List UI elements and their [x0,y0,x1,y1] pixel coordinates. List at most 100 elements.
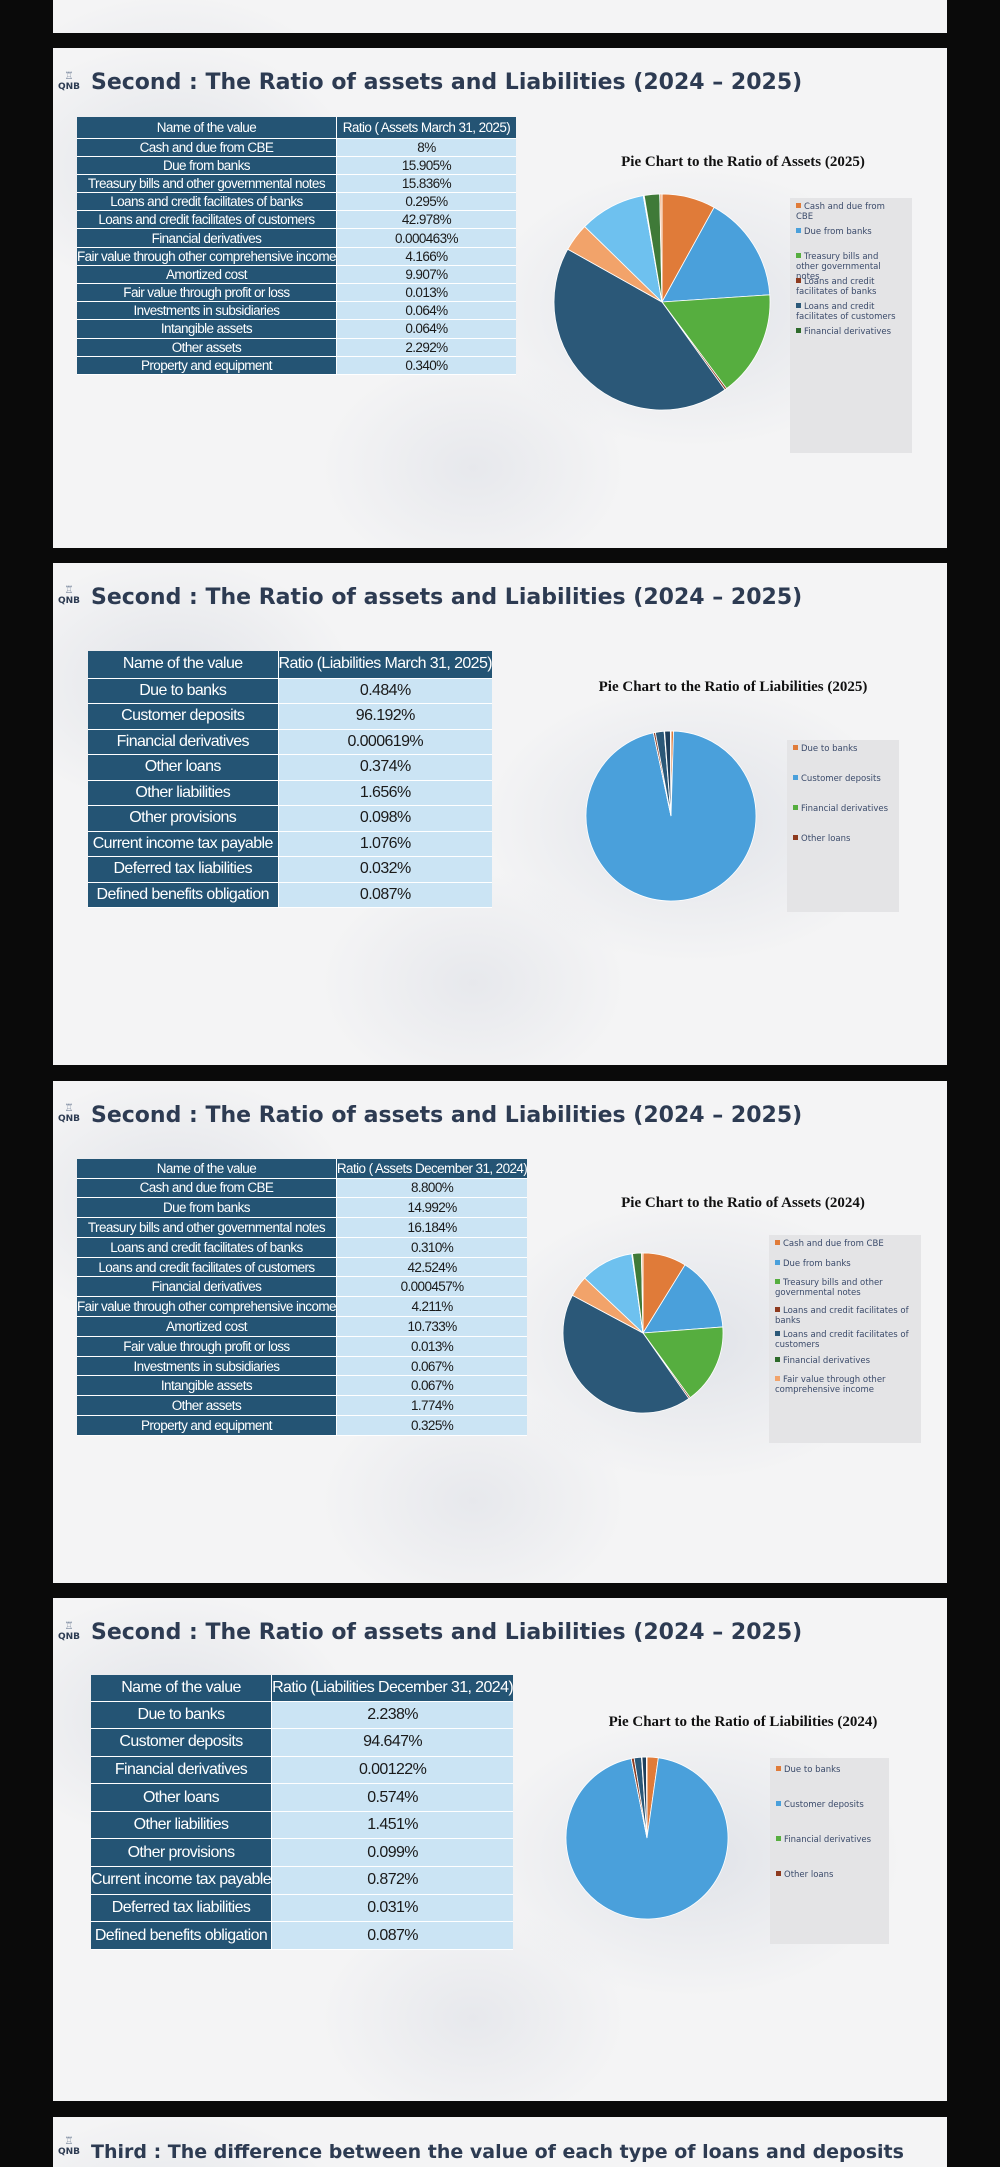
legend-swatch [775,1331,780,1336]
table-row: Treasury bills and other governmental no… [77,1217,528,1238]
legend-label: Loans and credit facilitates of customer… [775,1330,909,1350]
row-name: Amortized cost [77,1316,337,1337]
table-row: Due to banks 0.484% [88,678,492,704]
row-name: Amortized cost [77,265,337,285]
legend-item: Loans and credit facilitates of banks [775,1306,915,1326]
legend-swatch [796,278,801,283]
legend-swatch [776,1871,781,1876]
row-ratio: 1.656% [278,780,492,806]
row-ratio: 42.524% [336,1257,528,1278]
row-ratio: 0.325% [336,1415,528,1436]
row-name: Fair value through profit or loss [77,1336,337,1357]
legend-label: Loans and credit facilitates of customer… [796,302,896,322]
row-name: Property and equipment [77,356,337,375]
legend-item: Customer deposits [776,1800,886,1810]
chart-title: Pie Chart to the Ratio of Assets (2025) [621,154,865,170]
table-row: Defined benefits obligation 0.087% [88,882,492,908]
legend-item: Loans and credit facilitates of customer… [775,1330,915,1350]
legend-label: Due from banks [783,1259,851,1269]
legend-item: Due from banks [775,1259,915,1269]
legend-label: Other loans [784,1870,834,1880]
row-ratio: 4.211% [336,1296,528,1318]
qnb-logo: ♖ QNB [57,2136,81,2157]
row-name: Other loans [91,1783,273,1812]
table-row: Deferred tax liabilities 0.031% [91,1894,514,1923]
row-ratio: 1.451% [271,1811,514,1840]
pie-chart [553,193,771,411]
row-name: Loans and credit facilitates of banks [77,192,337,212]
table-row: Defined benefits obligation 0.087% [91,1921,514,1950]
row-name: Other liabilities [91,1811,273,1840]
legend-item: Customer deposits [793,774,903,784]
ratio-table: Name of the value Ratio ( Assets Decembe… [77,1159,528,1436]
row-ratio: 1.076% [278,831,492,857]
table-row: Treasury bills and other governmental no… [77,174,516,194]
table-row: Cash and due from CBE 8% [77,138,516,157]
row-name: Investments in subsidiaries [77,301,337,321]
legend-swatch [796,328,801,333]
next-slide: ♖ QNB Third : The difference between the … [53,2117,947,2167]
row-name: Deferred tax liabilities [88,856,279,883]
row-name: Due to banks [88,678,279,704]
legend-swatch [796,228,801,233]
slide-liabilities-2024: ♖ QNB Second : The Ratio of assets and Li… [53,1598,947,2101]
table-row: Property and equipment 0.340% [77,356,516,375]
row-ratio: 0.000457% [336,1276,528,1298]
legend-item: Fair value through other comprehensive i… [775,1375,915,1395]
row-name: Cash and due from CBE [77,138,337,157]
pie-slice [642,1264,724,1334]
legend-label: Loans and credit facilitates of banks [796,277,877,297]
table-row: Investments in subsidiaries 0.064% [77,301,516,321]
legend-swatch [775,1307,780,1312]
row-ratio: 4.166% [336,247,516,266]
legend-swatch [775,1376,780,1381]
legend-item: Loans and credit facilitates of banks [796,277,896,297]
legend-item: Financial derivatives [776,1835,886,1845]
legend-label: Customer deposits [801,774,881,784]
legend-label: Loans and credit facilitates of banks [775,1306,909,1326]
row-ratio: 0.00122% [271,1756,514,1785]
qnb-logo: ♖ QNB [57,1103,81,1124]
legend-swatch [775,1357,780,1362]
row-name: Other loans [88,754,279,781]
row-ratio: 16.184% [336,1217,528,1238]
row-name: Financial derivatives [91,1756,273,1785]
legend-label: Due to banks [784,1765,841,1775]
table-row: Other loans 0.374% [88,754,492,781]
slide-title: Second : The Ratio of assets and Liabili… [91,1620,803,1645]
row-name: Other assets [77,1395,337,1417]
row-name: Intangible assets [77,1375,337,1397]
table-row: Due from banks 15.905% [77,156,516,175]
table-row: Loans and credit facilitates of customer… [77,1257,528,1278]
pie-chart [565,1756,729,1920]
pie-slice [565,1757,729,1920]
table-row: Loans and credit facilitates of banks 0.2… [77,192,516,212]
pie-slice [661,294,771,390]
row-ratio: 0.067% [336,1375,528,1397]
legend-swatch [793,745,798,750]
row-ratio: 42.978% [336,210,516,230]
chart-legend: Cash and due from CBE Due from banks Treas… [769,1235,921,1443]
table-row: Amortized cost 9.907% [77,265,516,285]
chart-title: Pie Chart to the Ratio of Assets (2024) [621,1195,865,1211]
legend-swatch [796,253,801,258]
row-name: Customer deposits [88,703,279,730]
table-row: Fair value through other comprehensive i… [77,247,516,266]
legend-label: Due from banks [804,227,872,237]
legend-swatch [796,303,801,308]
row-name: Property and equipment [77,1415,337,1436]
table-row: Financial derivatives 0.00122% [91,1756,514,1785]
row-ratio: 0.574% [271,1783,514,1812]
row-name: Due to banks [91,1701,273,1730]
table-row: Loans and credit facilitates of banks 0.3… [77,1237,528,1258]
table-header-name: Name of the value [77,117,337,139]
row-ratio: 94.647% [271,1728,514,1757]
row-ratio: 0.032% [278,856,492,883]
legend-item: Cash and due from CBE [775,1239,915,1249]
row-ratio: 0.031% [271,1894,514,1923]
legend-item: Other loans [776,1870,886,1880]
table-row: Due from banks 14.992% [77,1197,528,1219]
table-row: Other loans 0.574% [91,1783,514,1812]
row-ratio: 0.872% [271,1866,514,1895]
table-header-name: Name of the value [88,651,278,679]
